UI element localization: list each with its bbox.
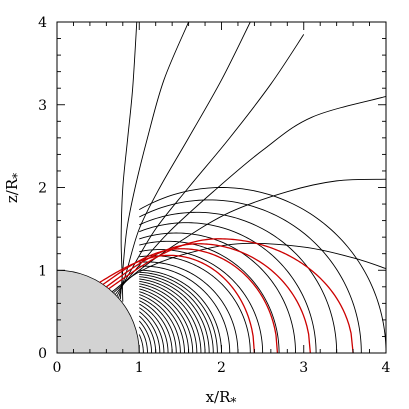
open-field-line [111,242,386,293]
x-axis-label: x/R* [206,388,237,409]
closed-field-line [139,265,231,353]
red-loop [108,238,354,353]
closed-field-line [139,291,185,353]
red-loop [99,254,256,353]
closed-field-line [139,232,296,353]
closed-field-line [139,274,214,353]
closed-field-line [139,307,165,353]
open-field-line [113,178,386,293]
y-tick-label: 1 [38,263,47,279]
red-loop [105,243,311,353]
closed-field-line [139,261,239,353]
closed-field-line [139,297,177,353]
closed-field-line [139,222,317,353]
closed-field-line [139,288,190,353]
closed-field-line [138,320,153,353]
star-disk-layer [57,269,140,353]
y-tick-label: 0 [38,346,47,362]
open-field-line [120,22,138,302]
star-disk [57,269,140,353]
closed-field-line [139,278,206,353]
closed-field-line [139,294,181,353]
closed-field-line [139,276,210,353]
closed-field-line [139,199,362,353]
closed-field-line [139,269,222,353]
x-tick-label: 0 [53,360,62,376]
closed-field-line [139,240,280,353]
closed-field-line [139,300,173,353]
x-tick-label: 1 [135,360,144,376]
y-axis-label: z/R* [3,173,24,203]
open-field-line [118,22,251,298]
closed-field-line [138,311,161,353]
x-tick-label: 2 [217,360,226,376]
closed-field-line [139,255,251,353]
closed-field-line [139,303,169,353]
axis-ticks [56,21,387,354]
y-tick-label: 3 [38,98,47,114]
red-loops [99,238,354,353]
closed-field-line [139,211,338,353]
closed-field-line [139,271,218,353]
closed-field-lines [138,187,386,353]
tick-labels: 0 1 2 3 4 0 1 2 3 4 [38,15,390,376]
closed-field-line [138,326,148,353]
closed-field-line [139,285,194,353]
y-tick-label: 4 [38,15,47,31]
y-tick-label: 2 [38,181,47,197]
closed-field-line [138,334,144,353]
open-field-line [116,34,305,297]
red-loop [102,248,279,353]
closed-field-line [138,315,157,353]
x-tick-label: 4 [382,360,391,376]
x-tick-label: 3 [299,360,308,376]
closed-field-line [139,280,202,353]
closed-field-line [139,283,198,353]
closed-field-line [139,187,386,353]
